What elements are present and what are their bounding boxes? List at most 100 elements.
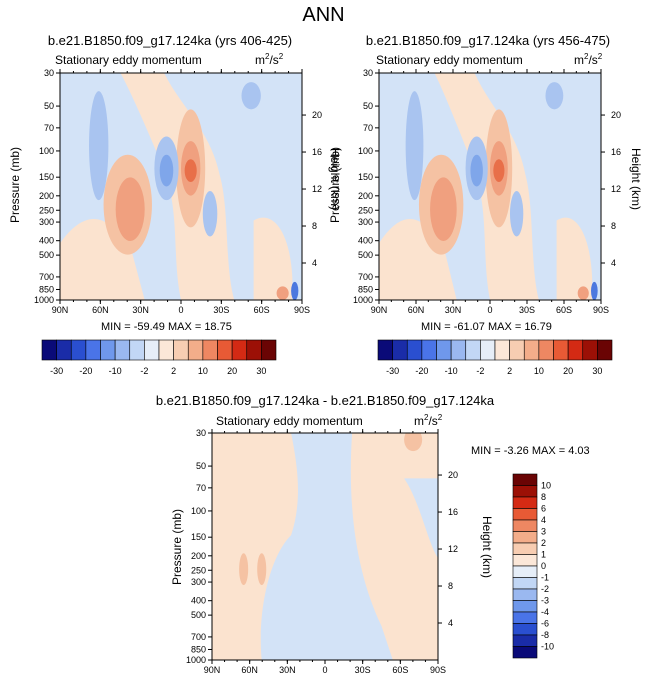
positive-region-south: [556, 217, 593, 300]
panel-2-y-axis-label: Pressure (mb): [328, 147, 342, 224]
y-tick-label: 850: [358, 284, 373, 294]
x-tick-label: 30N: [132, 305, 149, 315]
colorbar-3-swatch: [512, 634, 538, 647]
positive-surface-south: [577, 286, 589, 300]
y-tick-label: 100: [39, 146, 54, 156]
colorbar-3-swatch: [512, 600, 538, 613]
colorbar-2-swatch: [509, 339, 525, 361]
colorbar-3-swatch: [512, 508, 538, 521]
y-tick-label-right: 8: [611, 221, 616, 231]
y-tick-label-right: 12: [448, 544, 458, 554]
colorbar-3-label: 4: [541, 515, 546, 525]
colorbar-2-swatch: [377, 339, 393, 361]
colorbar-3-swatch: [512, 588, 538, 601]
colorbar-1-swatch: [70, 339, 87, 361]
colorbar-3-label: 8: [541, 492, 546, 502]
y-tick-label: 400: [358, 236, 373, 246]
colorbar-1-swatch: [187, 339, 204, 361]
x-tick-label: 60S: [254, 305, 270, 315]
y-tick-label: 100: [191, 506, 206, 516]
colorbar-2-swatch: [494, 339, 510, 361]
panel-3-min-max: MIN = -3.26 MAX = 4.03: [471, 445, 590, 457]
colorbar-3-label: -6: [541, 619, 549, 629]
panel-3-field: [208, 429, 442, 664]
colorbar-2-label: -10: [445, 366, 458, 376]
y-tick-label: 150: [358, 172, 373, 182]
colorbar-3-label: -10: [541, 642, 554, 652]
positive-blob-top: [404, 433, 423, 452]
positive-region-surface: [60, 218, 145, 300]
colorbar-1-label: -2: [140, 366, 148, 376]
y-tick-label: 400: [39, 236, 54, 246]
x-tick-label: 60N: [408, 305, 425, 315]
colorbar-3-label: -8: [541, 630, 549, 640]
positive-plume-inner: [430, 177, 457, 241]
y-tick-label: 300: [191, 577, 206, 587]
positive-surface-south: [276, 286, 289, 300]
colorbar-1-swatch: [173, 339, 189, 361]
colorbar-2-swatch: [567, 339, 584, 361]
x-tick-label: 90S: [430, 665, 446, 675]
colorbar-3-swatch: [512, 646, 538, 659]
x-tick-label: 30S: [519, 305, 535, 315]
y-tick-label: 1000: [186, 655, 206, 665]
y-tick-label: 30: [363, 68, 373, 78]
colorbar-1-swatch: [56, 339, 72, 361]
y-tick-label-right: 4: [611, 258, 616, 268]
colorbar-3-swatch: [512, 531, 538, 544]
y-tick-label: 30: [44, 68, 54, 78]
colorbar-2-swatch: [450, 339, 467, 361]
y-tick-label: 250: [358, 205, 373, 215]
positive-blob-2: [257, 553, 267, 586]
y-tick-label: 1000: [353, 295, 373, 305]
y-tick-label: 50: [363, 101, 373, 111]
x-tick-label: 30N: [279, 665, 296, 675]
negative-region-south: [404, 478, 438, 558]
x-tick-label: 90S: [593, 305, 609, 315]
y-tick-label: 850: [39, 284, 54, 294]
x-tick-label: 90N: [52, 305, 69, 315]
panel-3-y-axis-label: Pressure (mb): [170, 509, 184, 586]
negative-surface-south: [591, 281, 598, 300]
y-tick-label: 500: [191, 610, 206, 620]
colorbar-3-swatch: [512, 542, 538, 555]
colorbar-3-label: -4: [541, 607, 549, 617]
colorbar-1-swatch: [85, 339, 101, 361]
panel-2-units: m2/s2: [574, 52, 603, 67]
negative-core-inner: [470, 154, 483, 187]
colorbar-1-swatch: [158, 339, 174, 361]
y-tick-label-right: 16: [611, 147, 621, 157]
x-tick-label: 90N: [204, 665, 221, 675]
y-tick-label: 30: [196, 428, 206, 438]
y-tick-label: 300: [358, 217, 373, 227]
y-tick-label: 250: [39, 205, 54, 215]
colorbar-2-swatch: [480, 339, 496, 361]
y-tick-label: 200: [39, 191, 54, 201]
colorbar-3-swatch: [512, 577, 538, 590]
y-tick-label: 200: [358, 191, 373, 201]
colorbar-1-swatch: [129, 339, 145, 361]
positive-plume-inner: [115, 177, 145, 241]
y-tick-label: 50: [196, 461, 206, 471]
colorbar-1-swatch: [202, 339, 218, 361]
positive-region-surface: [379, 218, 457, 300]
x-tick-label: 90N: [371, 305, 388, 315]
y-tick-label: 70: [44, 123, 54, 133]
x-tick-label: 60S: [392, 665, 408, 675]
colorbar-3-label: -3: [541, 596, 549, 606]
panel-1-title: b.e21.B1850.f09_g17.124ka (yrs 406-425): [47, 33, 293, 48]
colorbar-1-swatch: [261, 339, 277, 361]
colorbar-1-swatch: [114, 339, 131, 361]
panel-2-title: b.e21.B1850.f09_g17.124ka (yrs 456-475): [365, 33, 611, 48]
colorbar-2-swatch: [465, 339, 481, 361]
panel-1-units: m2/s2: [255, 52, 284, 67]
colorbar-2-label: 2: [507, 366, 512, 376]
colorbar-1-label: 20: [227, 366, 237, 376]
y-tick-label-right: 12: [611, 184, 621, 194]
x-tick-label: 30S: [355, 665, 371, 675]
y-tick-label: 700: [358, 272, 373, 282]
colorbar-1-swatch: [41, 339, 57, 361]
y-tick-label: 250: [191, 565, 206, 575]
colorbar-3-swatch: [512, 496, 538, 509]
